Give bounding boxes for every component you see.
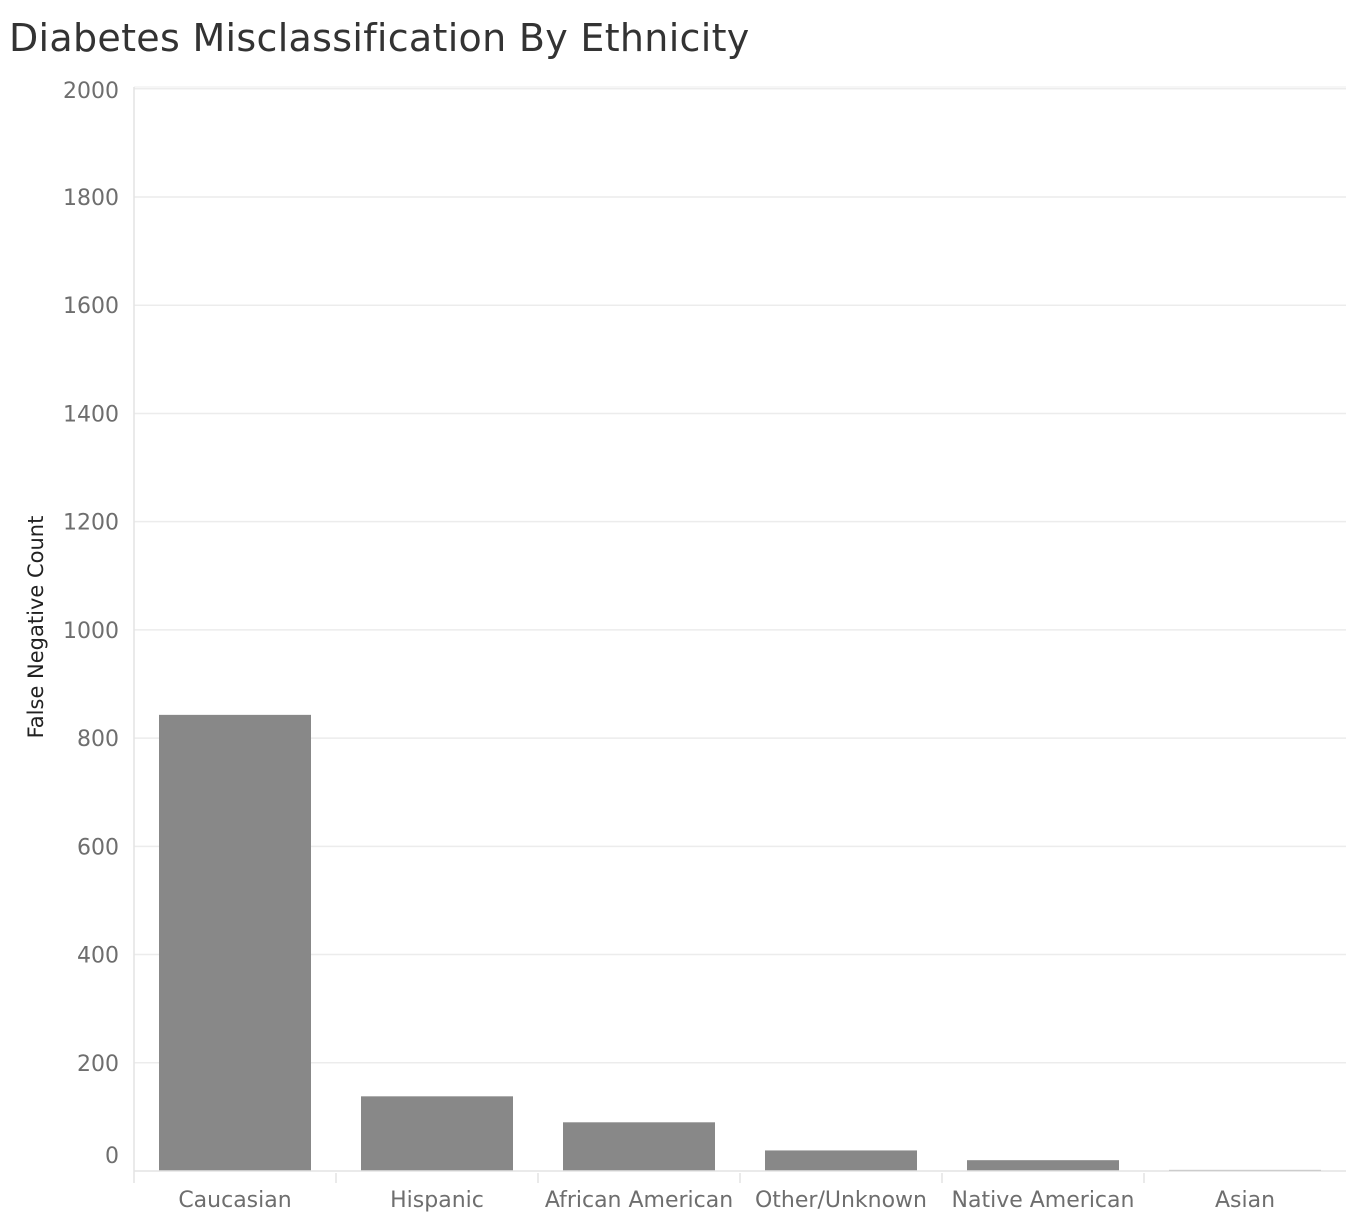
y-tick-label: 2000 <box>63 79 119 104</box>
bar <box>765 1150 917 1171</box>
tick-labels: 0 200 400 600 800 1000 1200 1400 1600 1800 2000 Cau… <box>63 79 1275 1213</box>
x-tick-label: Hispanic <box>390 1188 484 1213</box>
bar <box>563 1122 715 1171</box>
bars <box>159 714 1321 1171</box>
x-tick-label: Other/Unknown <box>755 1188 927 1213</box>
y-tick-label: 1600 <box>63 294 119 319</box>
y-tick-label: 600 <box>77 835 119 860</box>
gridlines <box>134 86 1346 1064</box>
y-tick-label: 1800 <box>63 186 119 211</box>
axes <box>133 87 1346 1183</box>
bar <box>967 1160 1119 1171</box>
y-tick-label: 1000 <box>63 619 119 644</box>
x-tick-label: African American <box>545 1188 733 1213</box>
x-tick-label: Native American <box>952 1188 1135 1213</box>
chart-title: Diabetes Misclassification By Ethnicity <box>9 16 750 60</box>
y-tick-label: 800 <box>77 727 119 752</box>
y-tick-label: 0 <box>105 1144 119 1169</box>
x-tick-label: Asian <box>1215 1188 1275 1213</box>
x-tick-label: Caucasian <box>178 1188 291 1213</box>
bar <box>361 1096 513 1171</box>
y-tick-label: 400 <box>77 944 119 969</box>
y-tick-label: 1400 <box>63 402 119 427</box>
y-tick-label: 200 <box>77 1052 119 1077</box>
bar <box>159 714 311 1171</box>
y-tick-label: 1200 <box>63 511 119 536</box>
